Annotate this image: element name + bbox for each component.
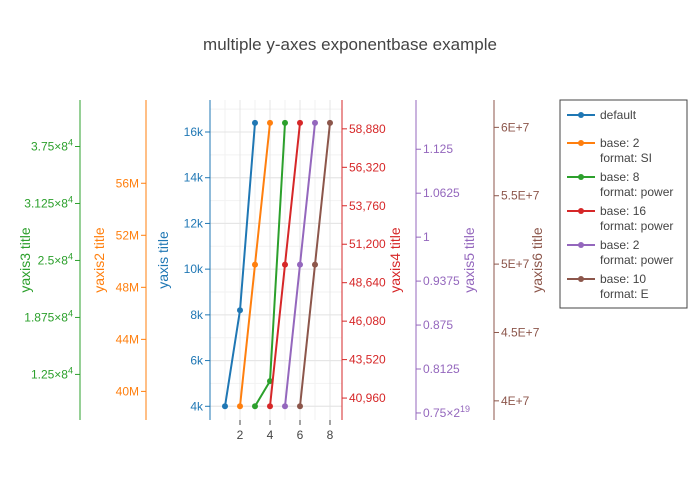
y5-tick-label: 0.875 (423, 318, 453, 332)
series-point-0 (222, 403, 228, 410)
series-point-4 (282, 403, 288, 410)
series-point-1 (237, 403, 243, 410)
series-point-4 (297, 261, 303, 268)
y5-tick-label: 0.9375 (423, 274, 460, 288)
series-point-0 (252, 119, 258, 126)
y4-tick-label: 51,200 (349, 237, 386, 251)
y3-tick-label: 1.25×84 (31, 365, 73, 381)
series-point-4 (312, 119, 318, 126)
legend-swatch-marker (578, 276, 584, 282)
legend-item-3[interactable]: base: 16 format: power (567, 204, 673, 233)
y-tick-label: 6k (190, 354, 204, 368)
y2-tick-label: 52M (116, 228, 139, 242)
y5-tick-label: 1.0625 (423, 186, 460, 200)
series-point-5 (297, 403, 303, 410)
legend-swatch-marker (578, 174, 584, 180)
series-point-3 (297, 119, 303, 126)
series-point-5 (327, 119, 333, 126)
y-tick-label: 14k (184, 171, 204, 185)
legend-item-1[interactable]: base: 2 format: SI (567, 136, 652, 165)
legend-label: base: 10 format: E (600, 272, 649, 301)
y3-axis-title: yaxis3 title (17, 227, 33, 293)
series-point-2 (282, 119, 288, 126)
y6-tick-label: 4.5E+7 (501, 325, 540, 339)
x-tick-label: 4 (267, 428, 274, 442)
legend-swatch-marker (578, 112, 584, 118)
y5-tick-label: 1.125 (423, 142, 453, 156)
grid-layer (210, 100, 342, 420)
legend-item-0[interactable]: default (567, 108, 637, 122)
y2-tick-label: 44M (116, 332, 139, 346)
chart-title: multiple y-axes exponentbase example (203, 35, 497, 54)
y5-tick-label: 0.8125 (423, 362, 460, 376)
legend-label: base: 8 format: power (600, 170, 673, 199)
series-point-5 (312, 261, 318, 268)
y-tick-label: 8k (190, 308, 204, 322)
legend-item-4[interactable]: base: 2 format: power (567, 238, 673, 267)
legend-label: base: 16 format: power (600, 204, 673, 233)
y3-tick-label: 3.125×84 (24, 194, 73, 210)
y4-tick-label: 46,080 (349, 314, 386, 328)
series-point-2 (252, 403, 258, 410)
y-tick-label: 12k (184, 216, 204, 230)
y-tick-label: 16k (184, 125, 204, 139)
series-point-3 (267, 403, 273, 410)
y4-axis-title: yaxis4 title (387, 227, 403, 293)
legend-label: base: 2 format: SI (600, 136, 652, 165)
y-tick-label: 4k (190, 399, 204, 413)
x-tick-label: 2 (237, 428, 244, 442)
y5-tick-label: 0.75×219 (423, 404, 470, 420)
y4-tick-label: 58,880 (349, 122, 386, 136)
y4-tick-label: 56,320 (349, 160, 386, 174)
legend-swatch-marker (578, 242, 584, 248)
y4-tick-label: 48,640 (349, 276, 386, 290)
legend-item-2[interactable]: base: 8 format: power (567, 170, 673, 199)
y2-tick-label: 40M (116, 384, 139, 398)
axes-layer: 2 4 6 8 4k 6k 8k 10k 12k 14k 16k yaxis title 40M 44M 4… (17, 100, 545, 442)
y-axis-title: yaxis title (155, 231, 171, 289)
y6-tick-label: 5.5E+7 (501, 189, 540, 203)
y3-tick-label: 3.75×84 (31, 137, 73, 153)
y6-tick-label: 4E+7 (501, 394, 530, 408)
legend[interactable]: default base: 2 format: SI base: 8 format: p… (559, 99, 688, 309)
y4-tick-label: 53,760 (349, 199, 386, 213)
legend-item-5[interactable]: base: 10 format: E (567, 272, 649, 301)
series-point-3 (282, 261, 288, 268)
legend-label: default (600, 108, 637, 122)
y6-tick-label: 6E+7 (501, 120, 530, 134)
y6-tick-label: 5E+7 (501, 257, 530, 271)
legend-box (559, 99, 688, 309)
legend-swatch-marker (578, 208, 584, 214)
y4-tick-label: 43,520 (349, 353, 386, 367)
y2-axis-title: yaxis2 title (91, 227, 107, 293)
y3-tick-label: 2.5×84 (38, 251, 73, 267)
x-tick-label: 6 (297, 428, 304, 442)
y-tick-label: 10k (184, 262, 204, 276)
series-point-1 (252, 261, 258, 268)
y4-tick-label: 40,960 (349, 391, 386, 405)
y5-axis-title: yaxis5 title (461, 227, 477, 293)
legend-swatch-marker (578, 140, 584, 146)
series-point-0 (237, 307, 243, 314)
y2-tick-label: 56M (116, 176, 139, 190)
series-layer (222, 119, 333, 410)
y2-tick-label: 48M (116, 280, 139, 294)
legend-label: base: 2 format: power (600, 238, 673, 267)
y6-axis-title: yaxis6 title (529, 227, 545, 293)
x-tick-label: 8 (327, 428, 334, 442)
y5-tick-label: 1 (423, 230, 430, 244)
series-point-1 (267, 119, 273, 126)
y3-tick-label: 1.875×84 (24, 308, 73, 324)
